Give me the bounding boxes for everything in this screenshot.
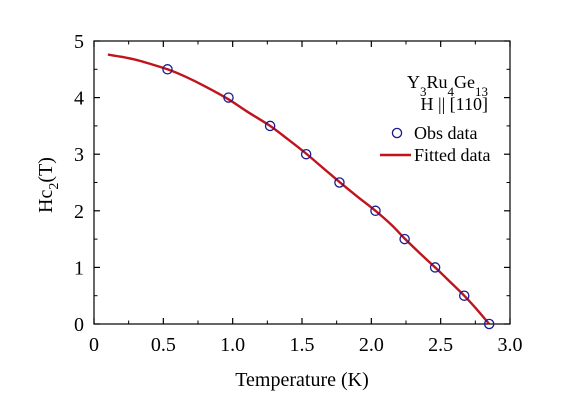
obs-data-point: [458, 290, 470, 301]
obs-data-point: [300, 148, 312, 160]
formula-subscript: 13: [475, 84, 488, 99]
formula-subscript: 4: [448, 84, 455, 99]
x-tick-label: 2.0: [359, 334, 384, 356]
x-tick-label: 0: [89, 334, 99, 356]
obs-data-point: [370, 205, 381, 217]
formula-element: Ge: [454, 72, 475, 92]
compound-formula: Y3Ru4Ge13: [407, 72, 488, 99]
y-tick-label: 0: [74, 314, 84, 336]
y-axis-label-subscript: 2: [47, 183, 62, 190]
formula-element: Y: [407, 72, 420, 92]
obs-data-point: [264, 120, 276, 132]
legend-obs-label: Obs data: [414, 123, 477, 143]
x-tick-label: 1.0: [220, 334, 245, 356]
x-tick-label: 2.5: [428, 334, 453, 356]
x-axis-label: Temperature (K): [235, 369, 369, 391]
formula-element: Ru: [426, 72, 447, 92]
formula-subscript: 3: [420, 84, 427, 99]
x-tick-label: 1.5: [290, 334, 315, 356]
marks: [107, 53, 495, 330]
y-axis-label: Hc2(T): [35, 157, 62, 213]
y-tick-label: 5: [74, 31, 84, 53]
y-tick-label: 1: [74, 257, 84, 279]
obs-data-point: [483, 318, 495, 330]
fitted-data-line: [107, 53, 491, 325]
y-tick-label: 4: [74, 88, 84, 110]
legend-obs-marker: [391, 127, 403, 139]
obs-data-point: [223, 92, 234, 103]
y-axis-label-tail: (T): [35, 157, 57, 183]
y-tick-label: 3: [74, 144, 84, 166]
y-tick-label: 2: [74, 201, 84, 223]
obs-data-point: [429, 262, 441, 273]
x-tick-label: 0.5: [151, 334, 176, 356]
obs-data-point: [162, 64, 173, 75]
field-direction-label: H || [110]: [420, 94, 488, 114]
legend-fitted-label: Fitted data: [414, 145, 490, 165]
obs-data-point: [334, 177, 345, 188]
tick-labels: 0 0.5 1.0 1.5 2.0 2.5 3.0 0 1 2 3 4 5: [74, 31, 523, 356]
x-tick-label: 3.0: [498, 334, 523, 356]
obs-data-point: [399, 233, 410, 245]
y-axis-label-main: Hc: [35, 189, 57, 212]
plot-frame: [93, 40, 511, 325]
